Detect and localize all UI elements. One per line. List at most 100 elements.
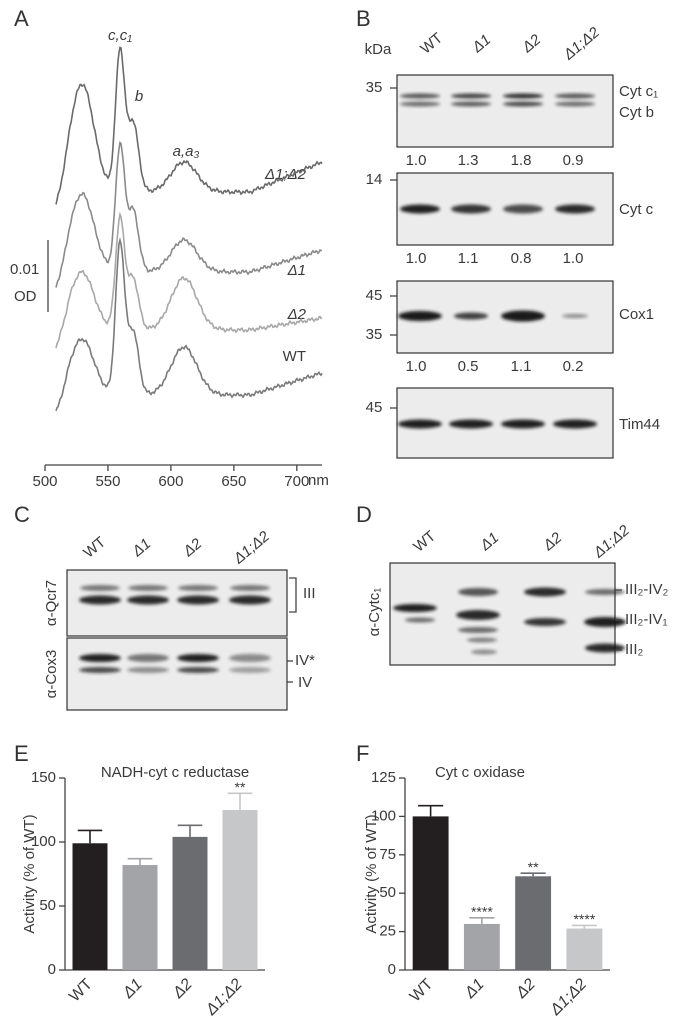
blot-band: [553, 419, 597, 429]
blot-band: [555, 93, 595, 99]
blot-band: [79, 595, 121, 605]
protein-label: Cyt c: [619, 201, 654, 218]
blot-band: [127, 595, 169, 605]
y-tick-label: 125: [371, 769, 396, 786]
y-tick-label: 150: [31, 769, 56, 786]
panel-label: C: [14, 502, 30, 527]
bar: [412, 816, 449, 970]
mw-marker: 45: [366, 399, 383, 416]
lane-label: Δ2: [518, 31, 544, 57]
quant-label: 0.2: [563, 358, 584, 375]
lane-label: Δ1: [128, 535, 154, 560]
quant-label: 0.5: [458, 358, 479, 375]
lane-label: WT: [410, 528, 439, 556]
blot-band: [80, 585, 120, 591]
blot-band: [585, 643, 625, 653]
complex-label: III₂-IV₂: [625, 581, 668, 598]
x-tick-label: Δ1;Δ2: [547, 976, 591, 1020]
blot-band: [454, 312, 488, 320]
blot-band: [127, 667, 169, 673]
antibody-label: α-Qcr7: [43, 580, 60, 626]
mw-marker: 45: [366, 287, 383, 304]
lane-label: WT: [80, 534, 109, 562]
quant-label: 0.8: [511, 250, 532, 267]
blot-frame: [389, 562, 616, 666]
complex-label: IV*: [295, 652, 315, 669]
bar: [172, 836, 208, 970]
panel-label: F: [356, 741, 369, 766]
spectra: [55, 46, 323, 411]
protein-label: Tim44: [619, 416, 660, 433]
blot-band: [177, 667, 219, 673]
lane-label: Δ1: [476, 529, 502, 554]
x-tick-label: Δ1: [119, 976, 146, 1003]
blot-band: [400, 101, 440, 107]
quant-label: 1.8: [511, 152, 532, 169]
blot-band: [555, 101, 595, 107]
blot-band: [405, 617, 435, 623]
blot-band: [229, 667, 271, 673]
bar: [122, 865, 158, 970]
blot-band: [458, 627, 498, 633]
x-tick-label: 550: [95, 473, 120, 490]
lane-label: Δ1;Δ2: [230, 527, 274, 567]
lane-label: Δ2: [179, 535, 205, 561]
quant-label: 1.0: [406, 152, 427, 169]
significance: ****: [471, 903, 493, 919]
trace-label: Δ1;Δ2: [264, 166, 307, 183]
quant-label: 1.0: [406, 358, 427, 375]
blot-band: [456, 610, 500, 620]
blots: [66, 74, 626, 711]
blot-band: [229, 654, 271, 662]
spectrum-trace: [55, 46, 323, 205]
y-axis-label: Activity (% of WT): [21, 814, 38, 933]
blot-band: [458, 588, 498, 596]
panel-label: A: [14, 6, 29, 31]
x-tick-label: 650: [221, 473, 246, 490]
trace-label: Δ2: [287, 306, 307, 323]
blot-band: [128, 585, 168, 591]
x-tick-label: 500: [32, 473, 57, 490]
significance: **: [235, 779, 246, 795]
mw-marker: 14: [366, 171, 383, 188]
x-tick-label: Δ2: [169, 976, 196, 1003]
bar: [515, 876, 552, 970]
y-tick-label: 50: [379, 884, 396, 901]
mw-marker: 35: [366, 326, 383, 343]
lane-label: WT: [417, 30, 446, 58]
x-unit: nm: [308, 472, 329, 489]
complex-label: III: [303, 585, 316, 602]
mw-marker: 35: [366, 79, 383, 96]
quant-label: 0.9: [563, 152, 584, 169]
y-tick-label: 25: [379, 923, 396, 940]
complex-label: III₂: [625, 641, 644, 658]
blot-band: [398, 419, 442, 429]
significance: **: [528, 859, 539, 875]
blot-band: [230, 585, 270, 591]
blot-frame: [396, 74, 614, 148]
x-tick-label: 600: [158, 473, 183, 490]
quant-label: 1.1: [458, 250, 479, 267]
x-tick-label: Δ2: [512, 976, 539, 1003]
bar: [222, 810, 258, 970]
blot-band: [400, 93, 440, 99]
blot-band: [451, 101, 491, 107]
blot-band: [503, 93, 543, 99]
bracket: [289, 577, 297, 613]
blot-band: [393, 604, 437, 612]
antibody-label: α-Cytc₁: [366, 588, 383, 637]
blot-band: [562, 314, 588, 318]
x-tick-label: 700: [284, 473, 309, 490]
x-tick-label: WT: [407, 976, 437, 1006]
complex-label: III₂-IV₁: [625, 611, 668, 628]
quant-label: 1.3: [458, 152, 479, 169]
peak-label: b: [135, 88, 143, 105]
blot-band: [451, 204, 491, 214]
blot-band: [524, 587, 566, 597]
lane-label: Δ1: [468, 31, 494, 56]
quant-label: 1.1: [511, 358, 532, 375]
blot-band: [177, 595, 219, 605]
bar: [566, 928, 603, 970]
bar: [72, 843, 108, 970]
